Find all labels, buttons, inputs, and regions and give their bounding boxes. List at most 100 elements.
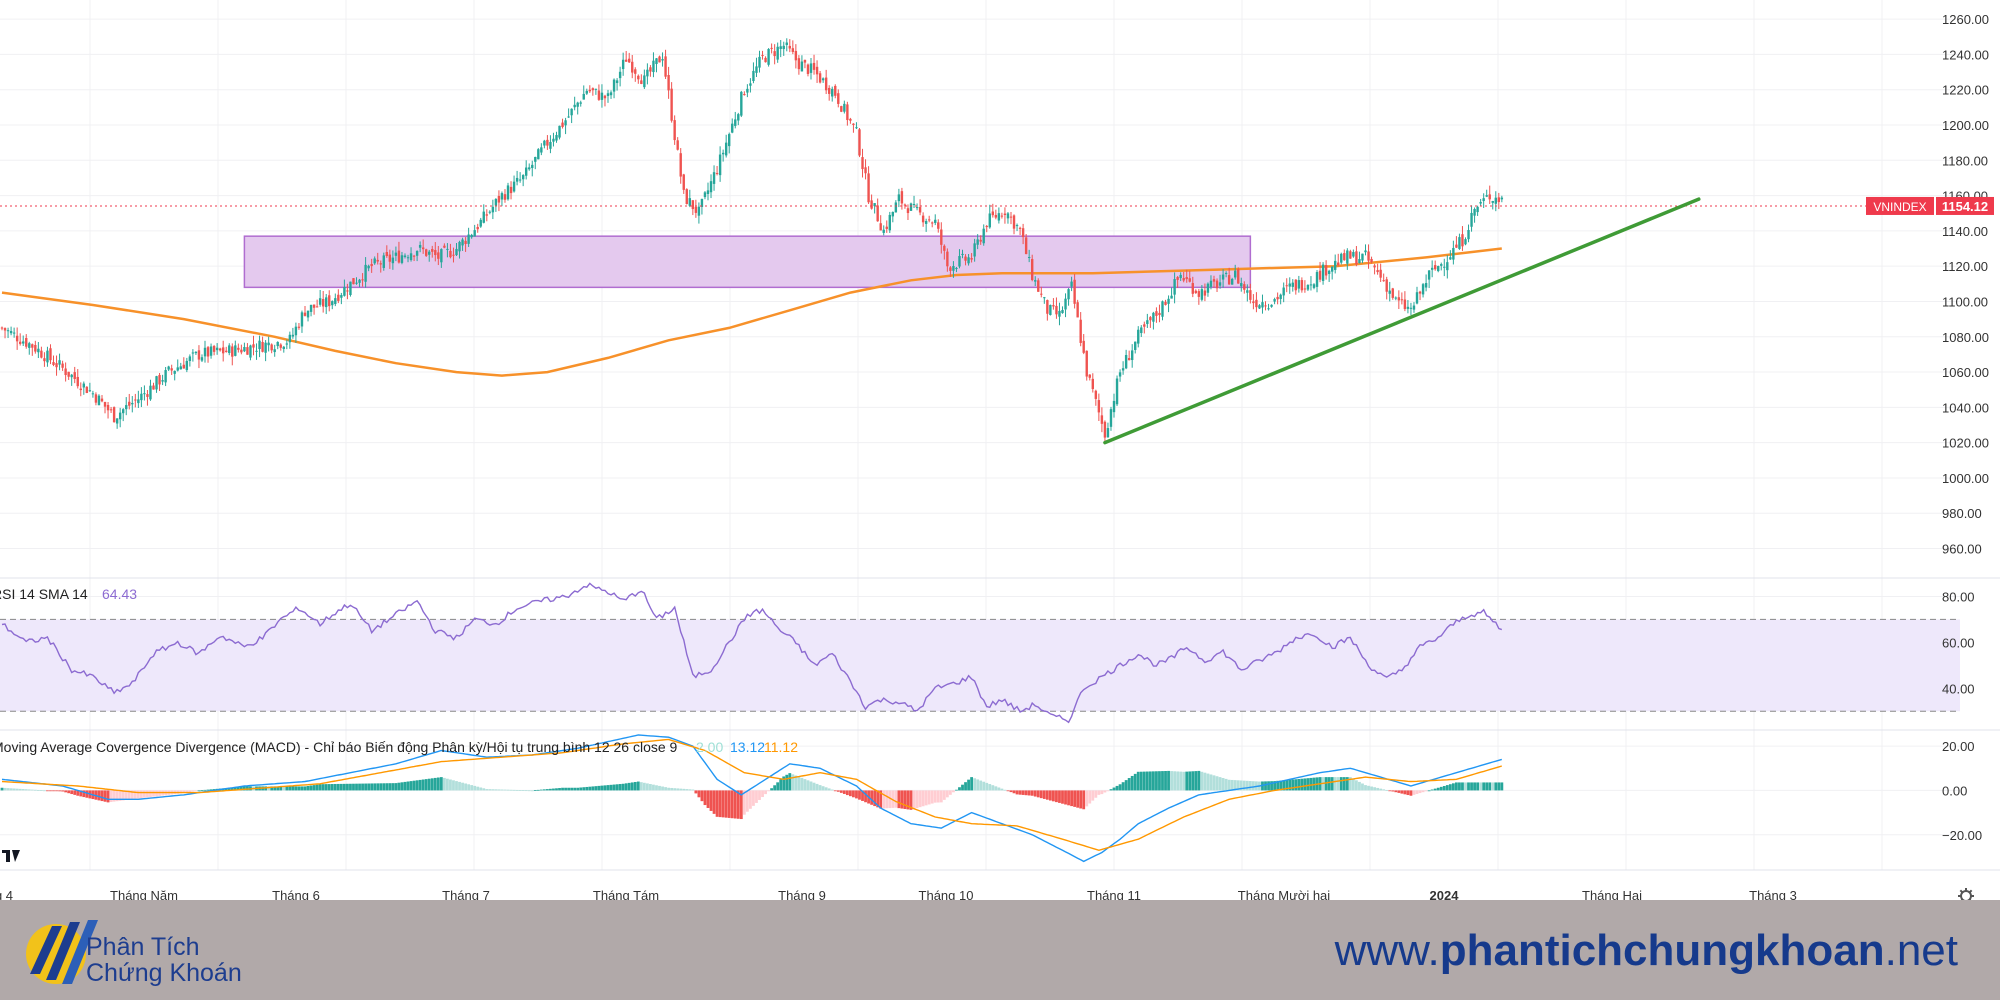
candle-body	[303, 312, 307, 316]
candle-body	[512, 181, 516, 192]
macd-histogram-bar	[906, 790, 910, 810]
macd-axis-tick: 0.00	[1942, 783, 1967, 798]
macd-histogram-bar	[1327, 777, 1331, 791]
macd-histogram-bar	[467, 784, 471, 791]
macd-histogram-bar	[1267, 781, 1270, 791]
macd-histogram-bar	[503, 789, 507, 791]
candle-body	[367, 265, 370, 269]
candle-body	[1306, 284, 1310, 290]
website-link[interactable]: www.phantichchungkhoan.net	[1335, 926, 1958, 976]
macd-histogram-bar	[1076, 790, 1080, 808]
macd-histogram-bar	[1088, 790, 1092, 804]
macd-histogram-bar	[1415, 790, 1419, 794]
candle-body	[867, 173, 870, 203]
macd-histogram-bar	[1288, 779, 1292, 791]
candle-body	[1470, 212, 1473, 227]
candle-body	[170, 368, 173, 371]
macd-histogram-bar	[524, 790, 528, 792]
macd-histogram-bar	[270, 786, 274, 791]
candle-body	[1209, 280, 1213, 287]
time-axis-tick: Tháng 11	[1087, 888, 1141, 900]
macd-histogram-bar	[397, 782, 401, 791]
rsi-value-label: 64.43	[102, 586, 137, 602]
macd-histogram-bar	[1342, 777, 1346, 791]
candle-body	[1152, 312, 1155, 322]
macd-histogram-bar	[597, 785, 601, 791]
macd-histogram-bar	[1430, 789, 1434, 791]
macd-histogram-bar	[194, 790, 198, 792]
candle-body	[1134, 341, 1137, 350]
candle-body	[443, 245, 446, 248]
macd-histogram-bar	[958, 787, 961, 791]
candle-body	[697, 206, 701, 216]
rsi-axis-tick: 80.00	[1942, 589, 1975, 604]
candle-body	[1076, 302, 1079, 318]
candle-body	[912, 204, 916, 206]
macd-histogram-bar	[1391, 790, 1395, 792]
candle-body	[752, 70, 755, 82]
gear-tooth	[1959, 889, 1964, 894]
candle-body	[1494, 197, 1497, 204]
candles-layer	[0, 38, 1870, 443]
macd-histogram-bar	[139, 790, 143, 799]
macd-histogram-bar	[1448, 784, 1452, 791]
candle-body	[461, 239, 464, 246]
macd-histogram-bar	[1351, 778, 1355, 791]
macd-histogram-bar	[1418, 790, 1422, 794]
support-zone-rect	[243, 235, 1252, 289]
candle-body	[1352, 252, 1355, 257]
macd-histogram-bar	[82, 790, 86, 798]
candle-body	[985, 226, 988, 228]
rsi-axis-tick: 60.00	[1942, 635, 1975, 650]
macd-histogram-bar	[873, 790, 877, 807]
candle-body	[812, 62, 816, 70]
candle-body	[1161, 301, 1164, 317]
candle-body	[1040, 293, 1043, 295]
macd-histogram-bar	[733, 790, 737, 819]
macd-histogram-bar	[6, 788, 10, 791]
macd-histogram-bar	[676, 788, 680, 791]
macd-histogram-bar	[1039, 790, 1043, 799]
macd-histogram-bar	[1155, 771, 1158, 791]
candle-body	[106, 404, 110, 411]
candle-body	[203, 347, 207, 357]
candle-body	[161, 380, 164, 382]
macd-histogram-bar	[1109, 789, 1113, 791]
macd-histogram-bar	[588, 786, 592, 791]
gear-icon[interactable]	[1958, 888, 1974, 900]
candle-body	[379, 263, 382, 265]
candle-body	[643, 75, 646, 88]
candle-body	[152, 385, 155, 390]
macd-histogram-bar	[379, 783, 383, 791]
candle-body	[394, 252, 398, 256]
candle-body	[76, 376, 79, 387]
candle-body	[194, 351, 198, 354]
macd-histogram-bar	[594, 786, 598, 791]
macd-histogram-bar	[685, 789, 689, 791]
macd-histogram-bar	[1106, 790, 1110, 792]
macd-histogram-bar	[97, 790, 101, 801]
macd-histogram-bar	[970, 777, 973, 791]
candle-body	[476, 226, 479, 230]
macd-histogram-bar	[961, 784, 964, 791]
macd-histogram-bar	[33, 789, 37, 791]
macd-histogram-bar	[243, 786, 246, 791]
macd-histogram-bar	[121, 790, 125, 801]
macd-histogram-bar	[515, 789, 519, 791]
candle-body	[1430, 267, 1434, 270]
candle-body	[903, 204, 907, 206]
candle-body	[1258, 305, 1261, 309]
candle-body	[61, 363, 64, 368]
macd-histogram-bar	[824, 787, 828, 791]
macd-histogram-bar	[1358, 781, 1361, 791]
macd-histogram-bar	[494, 789, 498, 791]
macd-histogram-bar	[930, 790, 934, 804]
macd-histogram-bar	[1409, 790, 1413, 796]
macd-histogram-bar	[1433, 788, 1437, 791]
candle-body	[34, 344, 37, 352]
macd-histogram-bar	[1082, 790, 1086, 810]
candle-body	[1158, 312, 1161, 316]
macd-histogram-bar	[936, 790, 940, 803]
macd-histogram-bar	[49, 790, 52, 792]
macd-histogram-bar	[639, 782, 643, 791]
